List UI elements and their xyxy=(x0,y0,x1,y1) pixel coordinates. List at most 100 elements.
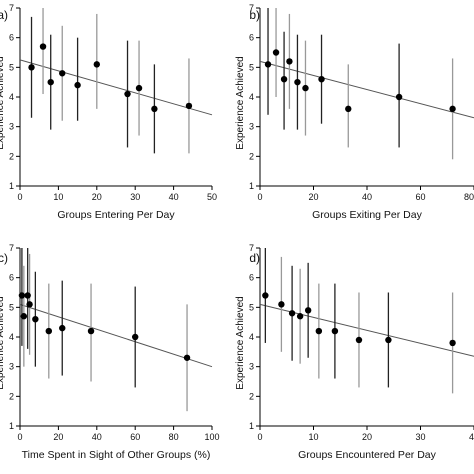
y-axis-label: Experience Achieved xyxy=(0,56,6,149)
x-tick-label: 10 xyxy=(308,432,318,442)
panel-label: a) xyxy=(0,8,8,22)
x-tick-label: 40 xyxy=(362,192,372,202)
x-tick-label: 0 xyxy=(17,192,22,202)
y-tick-label: 1 xyxy=(249,181,254,191)
x-tick-label: 50 xyxy=(207,192,217,202)
data-point xyxy=(385,336,392,344)
x-tick-label: 20 xyxy=(53,432,63,442)
y-tick-label: 4 xyxy=(249,332,254,342)
x-tick-label: 60 xyxy=(130,432,140,442)
data-point xyxy=(395,93,403,101)
y-tick-label: 4 xyxy=(9,332,14,342)
y-tick-label: 7 xyxy=(9,3,14,13)
x-tick-label: 20 xyxy=(308,192,318,202)
y-tick-label: 2 xyxy=(249,151,254,161)
data-point xyxy=(262,292,269,299)
y-axis-label: Experience Achieved xyxy=(235,56,246,149)
y-tick-label: 3 xyxy=(9,122,14,132)
y-tick-label: 5 xyxy=(249,62,254,72)
data-point xyxy=(185,102,193,110)
x-tick-label: 10 xyxy=(53,192,63,202)
x-axis-label: Groups Entering Per Day xyxy=(57,209,175,221)
data-point xyxy=(47,78,54,86)
y-tick-label: 6 xyxy=(249,273,254,283)
panel-label: d) xyxy=(249,251,260,265)
data-point xyxy=(318,76,325,83)
data-point xyxy=(315,327,323,335)
x-tick-label: 20 xyxy=(92,192,102,202)
data-point xyxy=(304,307,312,314)
data-point xyxy=(183,354,191,361)
panel-label: b) xyxy=(249,8,260,22)
data-point xyxy=(20,313,28,320)
x-tick-label: 60 xyxy=(415,192,425,202)
data-point xyxy=(302,84,309,92)
y-tick-label: 4 xyxy=(9,92,14,102)
y-tick-label: 7 xyxy=(249,3,254,13)
x-tick-label: 40 xyxy=(92,432,102,442)
x-tick-label: 20 xyxy=(362,432,372,442)
x-tick-label: 40 xyxy=(469,432,474,442)
data-point xyxy=(124,90,131,98)
data-point xyxy=(272,49,280,56)
data-point xyxy=(45,327,52,335)
regression-line xyxy=(259,303,474,357)
chart-panel-2: 1 2 3 4 5 6 7 0 20 40 60 80 Groups Exiting Per Day Ex… xyxy=(235,3,474,221)
x-tick-label: 0 xyxy=(17,432,22,442)
x-tick-label: 30 xyxy=(130,192,140,202)
y-tick-label: 3 xyxy=(249,122,254,132)
data-point xyxy=(296,313,304,320)
y-axis-label: Experience Achieved xyxy=(235,296,246,389)
data-point xyxy=(135,84,143,92)
y-tick-label: 6 xyxy=(9,33,14,43)
data-point xyxy=(59,324,66,332)
x-tick-label: 80 xyxy=(464,192,474,202)
x-tick-label: 0 xyxy=(257,432,262,442)
y-tick-label: 4 xyxy=(249,92,254,102)
y-tick-label: 1 xyxy=(9,421,14,431)
data-point xyxy=(449,339,456,347)
data-point xyxy=(59,70,66,77)
y-tick-label: 1 xyxy=(9,181,14,191)
data-point xyxy=(449,105,456,113)
data-point xyxy=(286,58,293,65)
y-tick-label: 6 xyxy=(9,273,14,283)
y-tick-label: 2 xyxy=(9,151,14,161)
x-tick-label: 80 xyxy=(169,432,179,442)
data-point xyxy=(294,78,301,86)
data-point xyxy=(26,301,33,308)
data-point xyxy=(74,81,81,89)
data-point xyxy=(24,292,31,299)
data-point xyxy=(32,316,39,323)
y-tick-label: 2 xyxy=(249,391,254,401)
panel-label: c) xyxy=(0,251,8,265)
y-tick-label: 5 xyxy=(249,302,254,312)
y-tick-label: 7 xyxy=(249,243,254,253)
data-point xyxy=(278,301,285,308)
chart-panel-4: 1 2 3 4 5 6 7 0 10 20 30 40 Groups Encountered Per D… xyxy=(235,243,474,461)
data-point xyxy=(264,61,272,68)
y-tick-label: 3 xyxy=(249,362,254,372)
data-point xyxy=(39,43,47,50)
y-tick-label: 5 xyxy=(9,62,14,72)
regression-line xyxy=(19,59,213,116)
y-tick-label: 6 xyxy=(249,33,254,43)
data-point xyxy=(87,327,95,335)
chart-panel-3: 1 2 3 4 5 6 7 0 20 40 60 80 100 Time Spent in Sight o… xyxy=(0,243,220,461)
y-tick-label: 1 xyxy=(249,421,254,431)
data-point xyxy=(280,76,288,83)
x-tick-label: 30 xyxy=(415,432,425,442)
data-point xyxy=(331,327,339,335)
x-axis-label: Groups Exiting Per Day xyxy=(312,209,422,221)
data-point xyxy=(355,336,363,344)
regression-line xyxy=(259,60,474,119)
data-point xyxy=(151,105,158,113)
data-point xyxy=(288,310,296,317)
y-tick-label: 7 xyxy=(9,243,14,253)
x-axis-label: Time Spent in Sight of Other Groups (%) xyxy=(22,449,211,461)
y-tick-label: 5 xyxy=(9,302,14,312)
data-point xyxy=(132,333,139,341)
regression-line xyxy=(19,303,213,368)
chart-panel-1: 1 2 3 4 5 6 7 0 10 20 30 40 50 Groups Entering Per Da… xyxy=(0,3,217,221)
